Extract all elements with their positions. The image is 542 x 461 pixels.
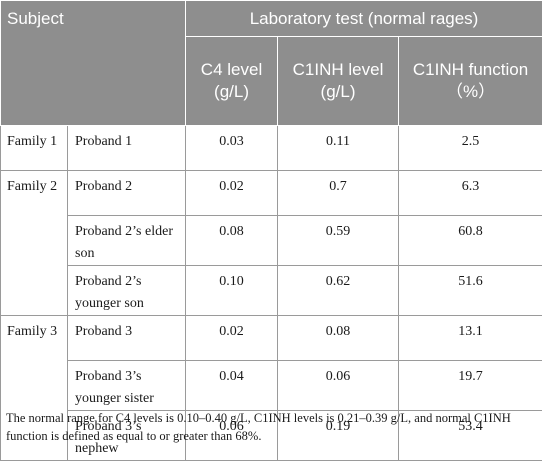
header-subject: Subject bbox=[1, 1, 186, 126]
family-cell: Family 1 bbox=[1, 126, 68, 171]
table-row: Family 2 Proband 2 0.02 0.7 6.3 bbox=[1, 171, 542, 216]
header-c1inh-level: C1INH level (g/L) bbox=[278, 37, 399, 126]
table-row: Proband 2’s elder son 0.08 0.59 60.8 bbox=[1, 216, 542, 266]
subject-cell: Proband 2’s younger son bbox=[68, 266, 186, 316]
subject-cell: Proband 3’s younger sister bbox=[68, 361, 186, 411]
table-row: Proband 3’s younger sister 0.04 0.06 19.… bbox=[1, 361, 542, 411]
c4-cell: 0.04 bbox=[186, 361, 278, 411]
subject-cell: Proband 1 bbox=[68, 126, 186, 171]
c4-cell: 0.08 bbox=[186, 216, 278, 266]
c1inh-level-cell: 0.11 bbox=[278, 126, 399, 171]
c1inh-function-cell: 2.5 bbox=[399, 126, 542, 171]
table-footnote: The normal range for C4 levels is 0.10–0… bbox=[6, 409, 540, 445]
c1inh-level-cell: 0.08 bbox=[278, 316, 399, 361]
c4-cell: 0.10 bbox=[186, 266, 278, 316]
c1inh-function-cell: 51.6 bbox=[399, 266, 542, 316]
c4-cell: 0.03 bbox=[186, 126, 278, 171]
family-cell: Family 2 bbox=[1, 171, 68, 316]
table-row: Family 3 Proband 3 0.02 0.08 13.1 bbox=[1, 316, 542, 361]
c1inh-function-cell: 6.3 bbox=[399, 171, 542, 216]
header-laboratory-test: Laboratory test (normal rages) bbox=[186, 1, 542, 37]
header-c4-level: C4 level (g/L) bbox=[186, 37, 278, 126]
c4-cell: 0.02 bbox=[186, 171, 278, 216]
c1inh-level-cell: 0.06 bbox=[278, 361, 399, 411]
c1inh-level-cell: 0.59 bbox=[278, 216, 399, 266]
c1inh-function-cell: 60.8 bbox=[399, 216, 542, 266]
table-header: Subject Laboratory test (normal rages) C… bbox=[1, 1, 542, 126]
subject-cell: Proband 3 bbox=[68, 316, 186, 361]
c4-cell: 0.02 bbox=[186, 316, 278, 361]
c1inh-function-cell: 19.7 bbox=[399, 361, 542, 411]
subject-cell: Proband 2’s elder son bbox=[68, 216, 186, 266]
c1inh-level-cell: 0.7 bbox=[278, 171, 399, 216]
table-row: Family 1 Proband 1 0.03 0.11 2.5 bbox=[1, 126, 542, 171]
c1inh-function-cell: 13.1 bbox=[399, 316, 542, 361]
subject-cell: Proband 2 bbox=[68, 171, 186, 216]
header-c1inh-function: C1INH function （%） bbox=[399, 37, 542, 126]
table-row: Proband 2’s younger son 0.10 0.62 51.6 bbox=[1, 266, 542, 316]
c1inh-level-cell: 0.62 bbox=[278, 266, 399, 316]
